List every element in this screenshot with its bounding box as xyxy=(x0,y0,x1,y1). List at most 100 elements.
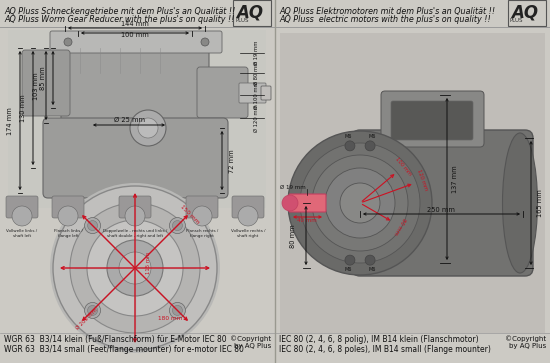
Text: 150 mm: 150 mm xyxy=(179,205,200,225)
FancyBboxPatch shape xyxy=(391,101,473,140)
Circle shape xyxy=(85,217,101,233)
Text: Ø 19 mm: Ø 19 mm xyxy=(280,184,306,189)
Circle shape xyxy=(87,221,97,231)
Circle shape xyxy=(192,206,212,226)
FancyBboxPatch shape xyxy=(119,196,151,218)
Text: AQ Pluss Elektromotoren mit dem Plus's an Qualität !!: AQ Pluss Elektromotoren mit dem Plus's a… xyxy=(279,7,495,16)
Circle shape xyxy=(325,168,395,238)
Ellipse shape xyxy=(503,133,537,273)
Circle shape xyxy=(365,255,375,265)
Text: 120 mm: 120 mm xyxy=(416,169,428,192)
Text: Vollwelle links /
shaft left: Vollwelle links / shaft left xyxy=(7,229,37,238)
Text: 137 mm: 137 mm xyxy=(452,165,458,193)
Circle shape xyxy=(365,141,375,151)
Circle shape xyxy=(340,183,380,223)
Text: AQ Pluss  electric motors with the plus's on quality !!: AQ Pluss electric motors with the plus's… xyxy=(279,15,491,24)
Circle shape xyxy=(85,302,101,318)
FancyBboxPatch shape xyxy=(261,86,271,100)
Text: 80 mm: 80 mm xyxy=(393,217,406,236)
Circle shape xyxy=(58,206,78,226)
FancyBboxPatch shape xyxy=(61,44,209,132)
Circle shape xyxy=(53,186,217,350)
Circle shape xyxy=(169,217,185,233)
Text: M6: M6 xyxy=(344,268,352,273)
Circle shape xyxy=(312,155,408,251)
Circle shape xyxy=(282,195,298,211)
Text: 72 mm: 72 mm xyxy=(229,149,235,173)
FancyBboxPatch shape xyxy=(289,194,326,212)
FancyBboxPatch shape xyxy=(22,50,70,116)
Text: 100 mm: 100 mm xyxy=(394,157,412,177)
Text: 103 mm: 103 mm xyxy=(33,72,39,100)
Circle shape xyxy=(70,203,200,333)
Text: ©Copyright
by AQ Plus: ©Copyright by AQ Plus xyxy=(505,335,546,349)
Text: AQ Pluss Worm Gear Reducer with the plus's on quality !!: AQ Pluss Worm Gear Reducer with the plus… xyxy=(4,15,234,24)
Text: AQ: AQ xyxy=(236,4,263,22)
Circle shape xyxy=(50,183,220,353)
Text: ©Copyright
by AQ Plus: ©Copyright by AQ Plus xyxy=(230,335,271,349)
Text: 100 mm: 100 mm xyxy=(121,32,149,38)
Text: IEC 80 (2, 4, 6, 8 poles), IM B14 small (Flange mounter): IEC 80 (2, 4, 6, 8 poles), IM B14 small … xyxy=(279,345,491,354)
Text: 180 mm: 180 mm xyxy=(158,315,182,321)
Text: Flansch links /
flange left: Flansch links / flange left xyxy=(53,229,82,238)
Circle shape xyxy=(173,305,183,315)
Text: 250 mm: 250 mm xyxy=(427,207,455,213)
Text: AQ: AQ xyxy=(511,4,538,22)
FancyBboxPatch shape xyxy=(197,67,248,118)
FancyBboxPatch shape xyxy=(232,196,264,218)
Text: Vollwelle rechts /
shaft right: Vollwelle rechts / shaft right xyxy=(231,229,265,238)
FancyBboxPatch shape xyxy=(186,196,218,218)
Text: 174 mm: 174 mm xyxy=(7,107,13,135)
Circle shape xyxy=(345,255,355,265)
Circle shape xyxy=(107,240,163,296)
Text: 130 mm: 130 mm xyxy=(20,94,26,122)
Text: Ø 200 mm: Ø 200 mm xyxy=(75,307,98,331)
FancyBboxPatch shape xyxy=(50,31,222,53)
Circle shape xyxy=(300,143,420,263)
FancyBboxPatch shape xyxy=(352,130,533,276)
Text: 165 mm: 165 mm xyxy=(537,189,543,217)
Circle shape xyxy=(138,118,158,138)
FancyBboxPatch shape xyxy=(8,30,266,208)
FancyBboxPatch shape xyxy=(280,33,545,333)
FancyBboxPatch shape xyxy=(43,118,228,198)
FancyBboxPatch shape xyxy=(52,196,84,218)
Text: M6: M6 xyxy=(368,134,376,139)
Text: M6: M6 xyxy=(368,268,376,273)
Circle shape xyxy=(238,206,258,226)
FancyBboxPatch shape xyxy=(6,196,38,218)
Text: 85 mm: 85 mm xyxy=(40,66,46,90)
Text: AQ Pluss Schneckengetriebe mit dem Plus's an Qualität !!: AQ Pluss Schneckengetriebe mit dem Plus'… xyxy=(4,7,235,16)
Circle shape xyxy=(130,110,166,146)
Text: Ø 80 mm: Ø 80 mm xyxy=(254,61,258,85)
Text: IEC 80 (2, 4, 6, 8 polig), IM B14 klein (Flanschmotor): IEC 80 (2, 4, 6, 8 polig), IM B14 klein … xyxy=(279,335,478,344)
Circle shape xyxy=(87,220,183,316)
FancyBboxPatch shape xyxy=(381,91,484,147)
Text: WGR 63  B3/14 small (Feet/flange mounter) for e-motor IEC 80: WGR 63 B3/14 small (Feet/flange mounter)… xyxy=(4,345,244,354)
Text: WGR 63  B3/14 klein (Fuß/Flanschform) für E-Motor IEC 80: WGR 63 B3/14 klein (Fuß/Flanschform) für… xyxy=(4,335,227,344)
Text: 40 mm: 40 mm xyxy=(297,217,317,223)
Circle shape xyxy=(119,252,151,284)
Circle shape xyxy=(169,302,185,318)
Text: Ø 25 mm: Ø 25 mm xyxy=(114,117,146,123)
Circle shape xyxy=(288,131,432,275)
Text: Ø 120 mm: Ø 120 mm xyxy=(254,104,258,132)
Text: Ø 19 mm: Ø 19 mm xyxy=(254,41,258,65)
Circle shape xyxy=(201,38,209,46)
Text: 80 mm: 80 mm xyxy=(290,224,296,248)
Text: 144 mm: 144 mm xyxy=(121,21,149,27)
Circle shape xyxy=(345,141,355,151)
Circle shape xyxy=(173,221,183,231)
Circle shape xyxy=(87,305,97,315)
FancyBboxPatch shape xyxy=(239,83,266,103)
Circle shape xyxy=(125,206,145,226)
Text: Doppelwelle - rechts und links /
shaft double - right and left: Doppelwelle - rechts und links / shaft d… xyxy=(103,229,167,238)
Text: PLUS: PLUS xyxy=(510,18,524,23)
Text: PLUS: PLUS xyxy=(235,18,249,23)
Text: Flansch rechts /
flange right: Flansch rechts / flange right xyxy=(186,229,218,238)
Circle shape xyxy=(12,206,32,226)
Text: Ø 100 mm: Ø 100 mm xyxy=(254,81,258,109)
Text: M6: M6 xyxy=(344,134,352,139)
Circle shape xyxy=(64,38,72,46)
Text: 115 mm: 115 mm xyxy=(146,252,151,274)
